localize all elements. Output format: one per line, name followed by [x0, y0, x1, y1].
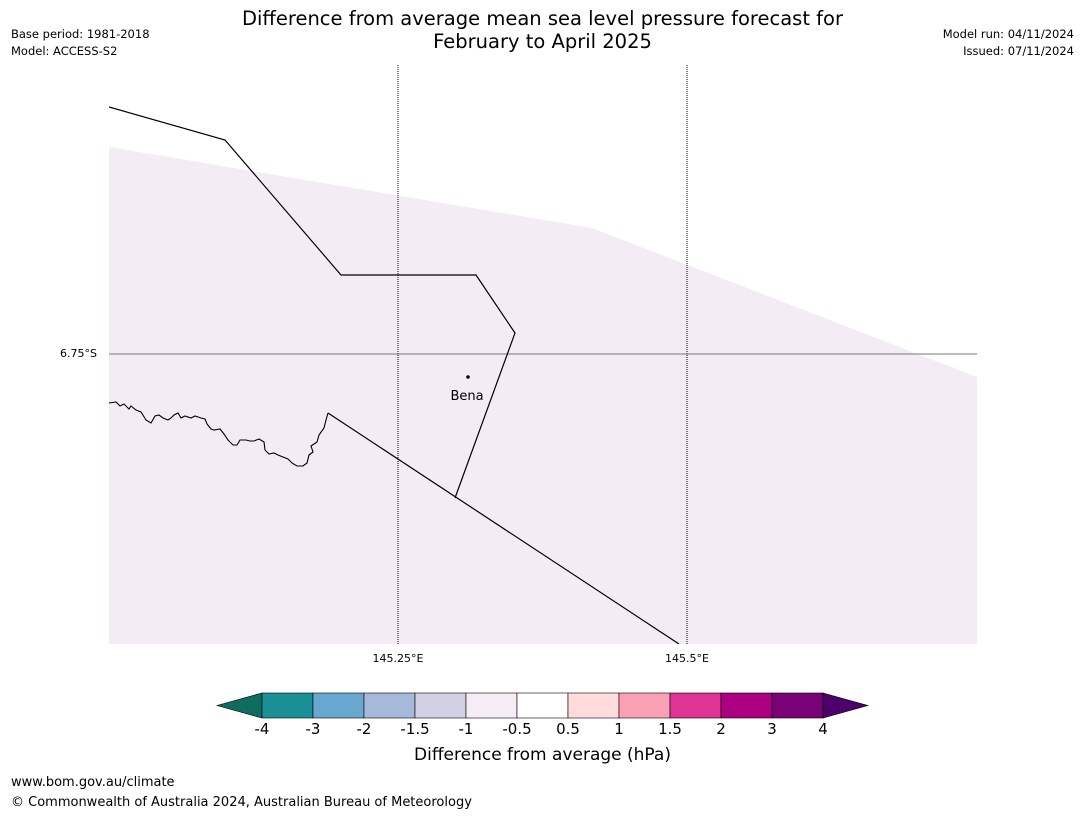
colorbar-bin: [669, 692, 722, 719]
colorbar-tick: -1: [458, 720, 474, 738]
province-boundary-line: [327, 412, 680, 644]
colorbar-tick: 3: [767, 720, 777, 738]
colorbar-tick: -2: [356, 720, 372, 738]
colorbar-bin: [618, 692, 671, 719]
model-run-text: Model run: 04/11/2024: [942, 27, 1074, 41]
chart-title: Difference from average mean sea level p…: [0, 7, 1085, 53]
colorbar-extend-low: [215, 692, 263, 719]
latitude-label: 6.75°S: [60, 347, 97, 360]
colorbar-tick: -1.5: [400, 720, 430, 738]
colorbar-bin: [720, 692, 773, 719]
colorbar-tick: -3: [305, 720, 321, 738]
coastline: [109, 401, 329, 467]
colorbar-bin: [771, 692, 824, 719]
issued-text: Issued: 07/11/2024: [963, 44, 1074, 58]
colorbar-bin: [363, 692, 416, 719]
colorbar-bin: [516, 692, 569, 719]
colorbar-bin: [465, 692, 518, 719]
district-boundary-line: [109, 106, 516, 499]
metadata-left: Base period: 1981-2018 Model: ACCESS-S2: [11, 26, 150, 60]
colorbar-bin: [567, 692, 620, 719]
place-label-bena: Bena: [450, 389, 484, 404]
colorbar-tick: 1: [614, 720, 624, 738]
colorbar-tick: 0.5: [556, 720, 580, 738]
bena-town-marker: [466, 375, 470, 379]
colorbar-bin: [414, 692, 467, 719]
footer-copyright: © Commonwealth of Australia 2024, Austra…: [11, 795, 472, 810]
colorbar-tick: 2: [716, 720, 726, 738]
colorbar-bin: [261, 692, 314, 719]
colorbar-tick: 1.5: [658, 720, 682, 738]
colorbar-tick: 4: [818, 720, 828, 738]
title-line-2: February to April 2025: [433, 30, 652, 53]
title-line-1: Difference from average mean sea level p…: [242, 7, 843, 30]
longitude-label-1: 145.25°E: [372, 652, 424, 665]
colorbar: [215, 692, 870, 719]
footer-url: www.bom.gov.au/climate: [11, 775, 175, 790]
metadata-right: Model run: 04/11/2024 Issued: 07/11/2024: [943, 26, 1074, 60]
colorbar-extend-high: [822, 692, 870, 719]
base-period-text: Base period: 1981-2018: [11, 27, 150, 41]
colorbar-bin: [312, 692, 365, 719]
colorbar-tick: -0.5: [502, 720, 532, 738]
longitude-label-2: 145.5°E: [665, 652, 709, 665]
colorbar-tick: -4: [254, 720, 270, 738]
pressure-anomaly-region: [109, 147, 977, 644]
model-text: Model: ACCESS-S2: [11, 44, 118, 58]
colorbar-title: Difference from average (hPa): [414, 745, 671, 765]
